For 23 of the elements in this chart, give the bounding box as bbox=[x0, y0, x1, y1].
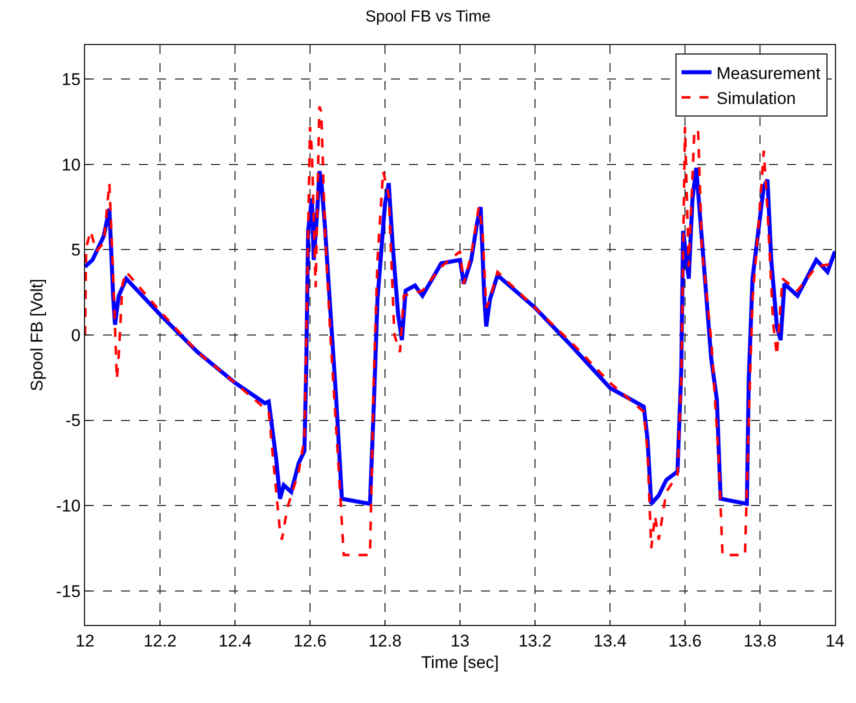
y-tick-label: -15 bbox=[56, 582, 81, 601]
x-tick-label: 13.2 bbox=[518, 631, 552, 650]
y-tick-label: 15 bbox=[62, 70, 81, 90]
x-tick-label: 12.4 bbox=[218, 631, 252, 650]
x-tick-label: 12 bbox=[76, 631, 94, 650]
x-axis-title: Time [sec] bbox=[421, 652, 499, 672]
x-tick-label: 13.6 bbox=[668, 631, 702, 650]
x-tick-label: 12.2 bbox=[143, 631, 177, 650]
x-tick-label: 13.8 bbox=[743, 631, 777, 650]
y-tick-label: 0 bbox=[71, 326, 81, 345]
legend-label: Measurement bbox=[716, 64, 821, 83]
chart-title: Spool FB vs Time bbox=[365, 8, 491, 26]
y-tick-label: 10 bbox=[62, 155, 81, 174]
y-tick-label: -5 bbox=[65, 411, 81, 430]
x-tick-label: 14 bbox=[826, 631, 844, 650]
y-axis-title: Spool FB [Volt] bbox=[28, 278, 47, 392]
x-tick-label: 13 bbox=[450, 631, 470, 650]
x-tick-label: 12.8 bbox=[368, 631, 402, 650]
y-tick-label: -10 bbox=[56, 496, 81, 516]
legend-label: Simulation bbox=[716, 88, 796, 108]
x-tick-label: 13.4 bbox=[593, 631, 627, 650]
x-tick-label: 12.6 bbox=[293, 631, 327, 650]
y-tick-label: 5 bbox=[71, 240, 81, 260]
